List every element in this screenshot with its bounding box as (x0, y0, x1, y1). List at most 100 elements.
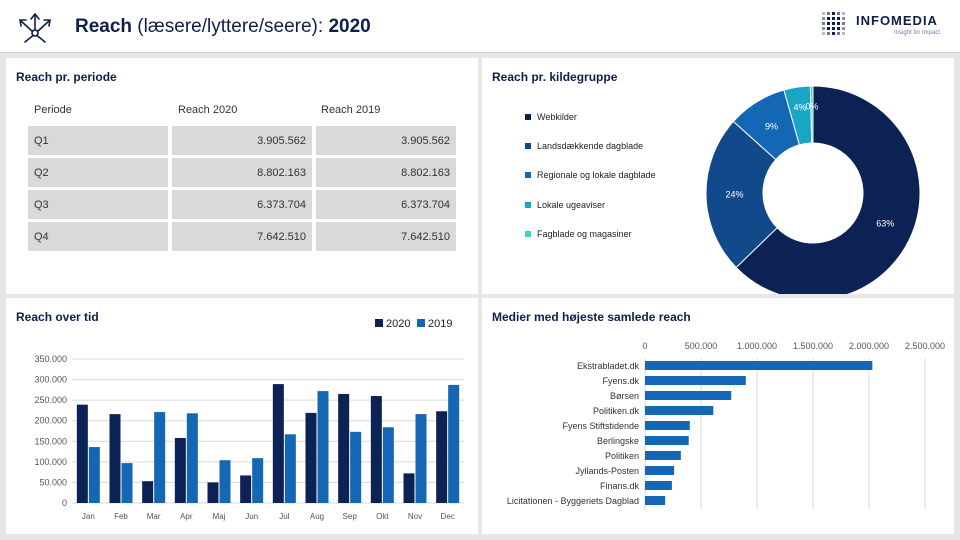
media-bar (645, 481, 672, 490)
legend-swatch (525, 201, 531, 208)
reach-over-time-panel: Reach over tid 2020 2019 0 50.000 100.000 1… (6, 298, 478, 534)
bar-2019 (448, 384, 460, 503)
x-tick-label: 0 (642, 341, 647, 351)
legend-swatch (525, 142, 531, 149)
legend-item-2019[interactable]: 2019 (417, 318, 452, 330)
legend-swatch (375, 319, 383, 327)
top-media-panel: Medier med højeste samlede reach 0 500.00… (482, 298, 954, 534)
logo-dots-icon (822, 12, 845, 35)
x-tick-label: 1.500.000 (793, 341, 833, 351)
bar-2020 (436, 411, 448, 503)
x-tick-label: 1.000.000 (737, 341, 777, 351)
donut-chart: 63% 24% 9% 4%0% (705, 85, 921, 294)
cell-reach-2019: 3.905.562 (316, 126, 456, 155)
bar-2020 (109, 414, 121, 503)
bar-2020 (338, 393, 350, 503)
title-year: 2020 (328, 16, 371, 37)
category-label: Finans.dk (600, 481, 640, 491)
cell-periode: Q1 (28, 126, 168, 155)
y-tick-label: 100.000 (34, 457, 67, 467)
category-label: Berlingske (597, 436, 639, 446)
period-panel: Reach pr. periode Periode Reach 2020 Rea… (6, 58, 478, 294)
media-bar (645, 451, 681, 460)
legend-swatch (417, 319, 425, 327)
legend-label: Webkilder (537, 112, 577, 122)
slice-label: 9% (765, 121, 778, 131)
legend-item-2020[interactable]: 2020 (375, 318, 410, 330)
bar-2020 (76, 404, 88, 503)
y-tick-label: 300.000 (34, 375, 67, 385)
x-tick-label: Feb (114, 512, 128, 521)
bar-2020 (142, 481, 154, 503)
logo-name: INFOMEDIA (856, 13, 938, 28)
bar-2019 (88, 447, 100, 503)
cell-reach-2020: 7.642.510 (172, 222, 312, 251)
x-tick-label: Okt (376, 512, 389, 521)
y-tick-label: 50.000 (39, 477, 67, 487)
legend-label: Regionale og lokale dagblade (537, 170, 656, 180)
header-bar: Reach (læsere/lyttere/seere): 2020 INFOM… (0, 0, 960, 53)
category-label: Fyens.dk (602, 376, 639, 386)
y-tick-label: 350.000 (34, 354, 67, 364)
y-tick-label: 0 (62, 498, 67, 508)
bar-2020 (174, 437, 186, 503)
column-chart: 0 50.000 100.000 150.000 200.000 250.000 300.0… (34, 354, 464, 521)
x-tick-label: Aug (310, 512, 324, 521)
bar-2019 (382, 427, 394, 503)
category-label: Fyens Stiftstidende (562, 421, 639, 431)
bar-2020 (207, 482, 219, 503)
y-tick-label: 150.000 (34, 436, 67, 446)
legend-label: 2020 (386, 318, 411, 330)
bar-2019 (252, 458, 264, 503)
cell-periode: Q2 (28, 158, 168, 187)
x-tick-label: Apr (180, 512, 193, 521)
category-label: Politiken.dk (593, 406, 640, 416)
legend-item[interactable]: Lokale ugeaviser (525, 200, 605, 210)
bar-2019 (317, 391, 329, 503)
media-bar (645, 391, 732, 400)
source-group-title: Reach pr. kildegruppe (492, 70, 618, 84)
bar-2020 (240, 475, 252, 503)
bar-2019 (284, 434, 296, 503)
slice-label: 63% (876, 219, 894, 229)
legend-swatch (525, 171, 531, 178)
source-group-panel: Reach pr. kildegruppe Webkilder Landsdæk… (482, 58, 954, 294)
category-label: Politiken (605, 451, 639, 461)
media-bar (645, 361, 873, 370)
cell-periode: Q4 (28, 222, 168, 251)
x-tick-label: Jun (245, 512, 258, 521)
bar-2020 (370, 396, 382, 503)
legend-item[interactable]: Regionale og lokale dagblade (525, 170, 656, 180)
media-bar (645, 436, 689, 445)
cell-reach-2020: 6.373.704 (172, 190, 312, 219)
cell-periode: Q3 (28, 190, 168, 219)
cell-reach-2019: 6.373.704 (316, 190, 456, 219)
x-tick-label: Jul (279, 512, 289, 521)
legend-item[interactable]: Fagblade og magasiner (525, 229, 632, 239)
col-header-periode: Periode (34, 104, 72, 116)
legend-item[interactable]: Webkilder (525, 112, 577, 122)
donut-slice (705, 120, 778, 269)
title-rest: (læsere/lyttere/seere): (132, 16, 329, 37)
category-label: Ekstrabladet.dk (577, 361, 640, 371)
legend-swatch (525, 230, 531, 237)
x-tick-label: Sep (343, 512, 358, 521)
page-title: Reach (læsere/lyttere/seere): 2020 (75, 16, 371, 38)
x-tick-label: 2.500.000 (905, 341, 945, 351)
x-tick-label: Maj (213, 512, 226, 521)
cell-reach-2019: 8.802.163 (316, 158, 456, 187)
media-bar (645, 496, 666, 505)
share-arrows-icon (19, 12, 51, 43)
media-bar (645, 466, 675, 475)
legend-label: Fagblade og magasiner (537, 229, 632, 239)
cell-reach-2020: 3.905.562 (172, 126, 312, 155)
x-tick-label: Nov (408, 512, 422, 521)
bar-2019 (350, 431, 362, 503)
bar-2019 (121, 463, 133, 503)
legend-item[interactable]: Landsdækkende dagblade (525, 141, 643, 151)
bar-2020 (272, 384, 284, 503)
category-label: Licitationen - Byggeriets Dagblad (507, 496, 639, 506)
reach-over-time-title: Reach over tid (16, 310, 99, 324)
legend-swatch (525, 113, 531, 120)
title-bold: Reach (75, 16, 133, 37)
